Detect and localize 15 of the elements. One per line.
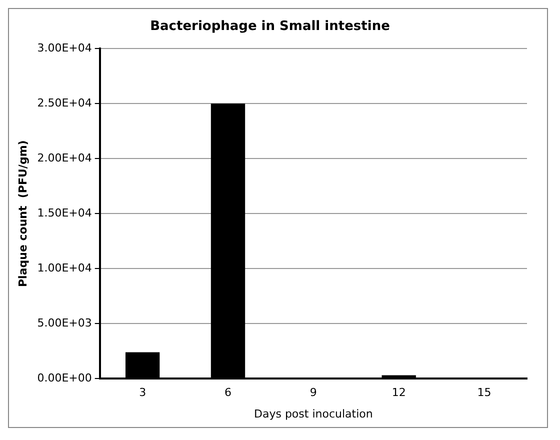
y-tick-label: 1.00E+04: [37, 261, 92, 274]
x-tick-label: 15: [477, 386, 492, 400]
x-tick-label: 6: [224, 386, 232, 400]
y-tick-label: 5.00E+03: [37, 316, 92, 330]
chart-title: Bacteriophage in Small intestine: [150, 19, 390, 34]
x-tick-label: 9: [310, 386, 317, 400]
y-axis-title: Plaque count (PFU/gm): [16, 140, 30, 288]
x-axis-title: Days post inoculation: [254, 407, 373, 420]
y-tick-label: 3.00E+04: [37, 41, 92, 54]
x-tick-label: 12: [392, 386, 406, 400]
y-tick-label: 1.50E+04: [37, 206, 92, 220]
y-tick-label: 0.00E+00: [37, 371, 92, 384]
x-tick-label: 3: [139, 386, 146, 400]
y-tick-label: 2.00E+04: [37, 151, 92, 164]
y-tick-label: 2.50E+04: [37, 96, 92, 110]
